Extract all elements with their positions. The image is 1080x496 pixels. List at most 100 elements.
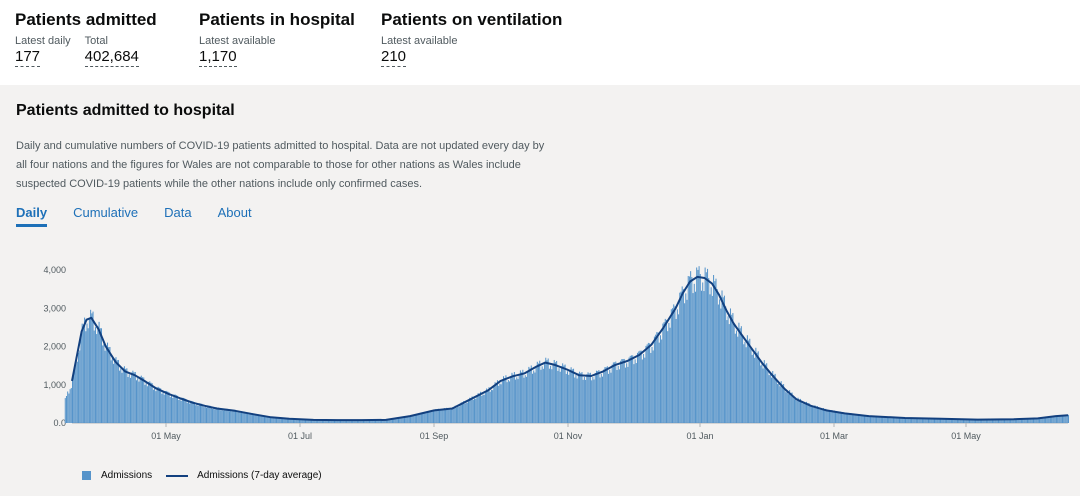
admissions-bar <box>376 419 378 423</box>
admissions-bar <box>860 415 862 423</box>
admissions-bar <box>251 413 253 423</box>
admissions-bar <box>985 419 987 423</box>
admissions-bar <box>774 373 776 423</box>
admissions-bar <box>941 418 943 423</box>
admissions-bar <box>892 416 894 423</box>
admissions-bar <box>457 406 459 423</box>
admissions-bar <box>587 372 589 423</box>
admissions-bar <box>688 276 690 423</box>
admissions-bar <box>955 419 957 423</box>
admissions-bar <box>128 374 130 423</box>
admissions-bar <box>739 328 741 423</box>
admissions-bar <box>1065 416 1067 423</box>
admissions-bar <box>1057 416 1059 423</box>
admissions-bar <box>505 375 507 423</box>
admissions-bar <box>750 347 752 423</box>
admissions-bar <box>655 334 657 423</box>
admissions-bar <box>254 415 256 423</box>
admissions-bar <box>1054 416 1056 423</box>
admissions-bar <box>384 419 386 423</box>
admissions-bar <box>810 407 812 423</box>
admissions-bar <box>329 420 331 423</box>
admissions-bar <box>612 362 614 423</box>
admissions-bar <box>620 360 622 423</box>
admissions-bar <box>120 368 122 423</box>
in-hospital-label: Latest available <box>199 35 276 47</box>
admissions-bar <box>93 330 95 423</box>
admissions-bar <box>332 420 334 423</box>
admissions-bar <box>583 377 585 423</box>
admissions-bar <box>311 419 313 423</box>
admitted-latest-value[interactable]: 177 <box>15 48 41 67</box>
admissions-bar <box>290 419 292 423</box>
admissions-bar <box>149 381 151 423</box>
admissions-bar <box>787 394 789 423</box>
admissions-bar <box>213 408 215 423</box>
admissions-bar <box>804 404 806 423</box>
admissions-bar <box>1011 418 1013 423</box>
ventilation-value[interactable]: 210 <box>381 48 407 67</box>
admissions-bar <box>126 368 128 423</box>
tab-data[interactable]: Data <box>164 205 192 220</box>
admissions-bar <box>837 412 839 423</box>
admissions-bar <box>1063 416 1065 423</box>
admissions-bar <box>1029 419 1031 423</box>
tab-daily[interactable]: Daily <box>16 205 48 227</box>
admissions-bar <box>1048 417 1050 423</box>
admissions-bar <box>307 419 309 423</box>
admissions-bar <box>769 374 771 423</box>
admissions-bar <box>397 418 399 423</box>
admissions-bar <box>140 375 142 423</box>
admissions-bar <box>414 415 416 423</box>
tab-cumulative[interactable]: Cumulative <box>73 205 139 220</box>
admissions-bar <box>977 419 979 423</box>
admissions-bar <box>737 336 739 423</box>
admissions-bar <box>923 418 925 423</box>
admissions-bar <box>401 416 403 423</box>
admissions-bar <box>262 416 264 423</box>
admissions-bar <box>69 389 71 423</box>
admissions-bar <box>449 409 451 423</box>
admissions-bar <box>553 359 555 423</box>
admissions-bar <box>917 418 919 423</box>
admissions-bar <box>1017 418 1019 423</box>
admissions-bar <box>131 372 133 423</box>
admissions-bar <box>154 388 156 423</box>
admissions-bar <box>326 419 328 423</box>
admissions-bar <box>854 415 856 423</box>
admissions-bar <box>115 357 117 423</box>
admissions-bar <box>600 373 602 423</box>
admissions-bar <box>935 418 937 423</box>
admissions-bar <box>404 416 406 423</box>
admissions-bar <box>691 277 693 423</box>
admissions-bar <box>924 418 926 423</box>
admissions-bar <box>548 368 550 423</box>
admissions-chart[interactable]: 0.0 1,000 2,000 3,000 4,000 01 May 01 Jul 01 Se… <box>0 255 1080 465</box>
admissions-bar <box>350 419 352 423</box>
admissions-bar <box>585 379 587 423</box>
admissions-bar <box>969 419 971 423</box>
admissions-bar <box>408 416 410 423</box>
admissions-bar <box>481 395 483 423</box>
admissions-bar <box>284 418 286 423</box>
admissions-bar <box>1047 417 1049 423</box>
admissions-bar <box>533 370 535 423</box>
admissions-bar <box>241 411 243 423</box>
admissions-bar <box>97 326 99 423</box>
admissions-bar <box>446 407 448 423</box>
admissions-bar <box>650 352 652 423</box>
admissions-bar <box>873 415 875 423</box>
admitted-total-value[interactable]: 402,684 <box>84 48 139 67</box>
admissions-bar <box>886 417 888 423</box>
admissions-bar <box>265 416 267 423</box>
tab-about[interactable]: About <box>217 205 252 220</box>
admissions-bar <box>412 414 414 423</box>
admissions-bar <box>73 370 75 423</box>
admissions-bar <box>853 414 855 423</box>
admissions-bar <box>139 376 141 423</box>
admissions-bar <box>91 313 93 423</box>
in-hospital-value[interactable]: 1,170 <box>199 48 237 67</box>
admissions-bar <box>324 420 326 423</box>
admissions-bar <box>231 411 233 423</box>
admissions-bar <box>845 414 847 423</box>
